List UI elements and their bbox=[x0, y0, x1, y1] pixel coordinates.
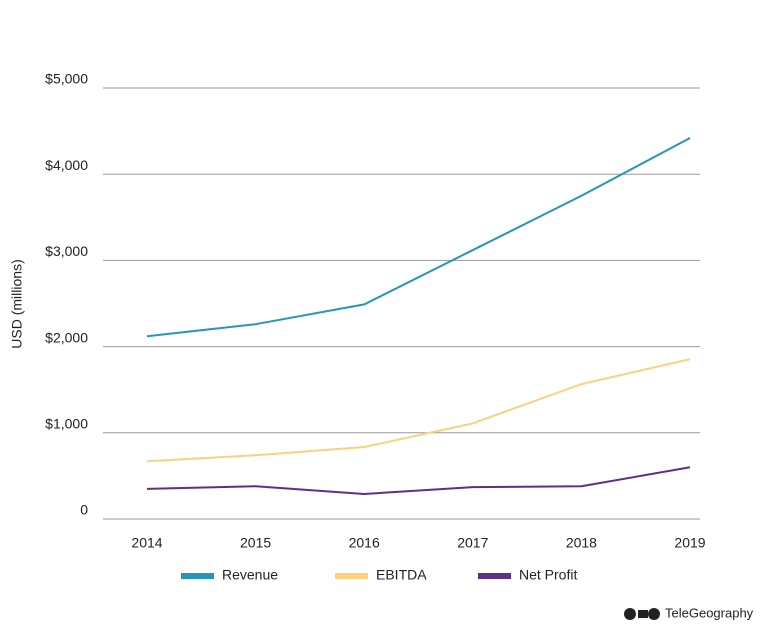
y-tick-label: $3,000 bbox=[45, 243, 88, 259]
legend-swatch bbox=[478, 573, 511, 579]
source: TeleGeography bbox=[665, 605, 754, 620]
y-tick-label: $5,000 bbox=[45, 71, 88, 87]
x-tick-label: 2017 bbox=[457, 535, 488, 551]
source-logo bbox=[624, 608, 660, 620]
y-tick-label: $1,000 bbox=[45, 416, 88, 432]
x-tick-label: 2018 bbox=[566, 535, 597, 551]
legend-swatch bbox=[335, 573, 368, 579]
legend-swatch bbox=[181, 573, 214, 579]
y-tick-label: $2,000 bbox=[45, 329, 88, 345]
legend-label: Net Profit bbox=[519, 567, 577, 583]
y-tick-label: $4,000 bbox=[45, 157, 88, 173]
legend-label: EBITDA bbox=[376, 567, 427, 583]
x-tick-label: 2014 bbox=[131, 535, 162, 551]
line bbox=[146, 466, 691, 496]
y-axis-label: USD (millions) bbox=[9, 259, 25, 348]
line bbox=[146, 137, 691, 338]
x-tick-label: 2016 bbox=[349, 535, 380, 551]
line bbox=[146, 358, 691, 463]
x-tick-label: 2015 bbox=[240, 535, 271, 551]
y-tick-label: 0 bbox=[80, 502, 88, 518]
x-tick-label: 2019 bbox=[674, 535, 705, 551]
legend-label: Revenue bbox=[222, 567, 278, 583]
